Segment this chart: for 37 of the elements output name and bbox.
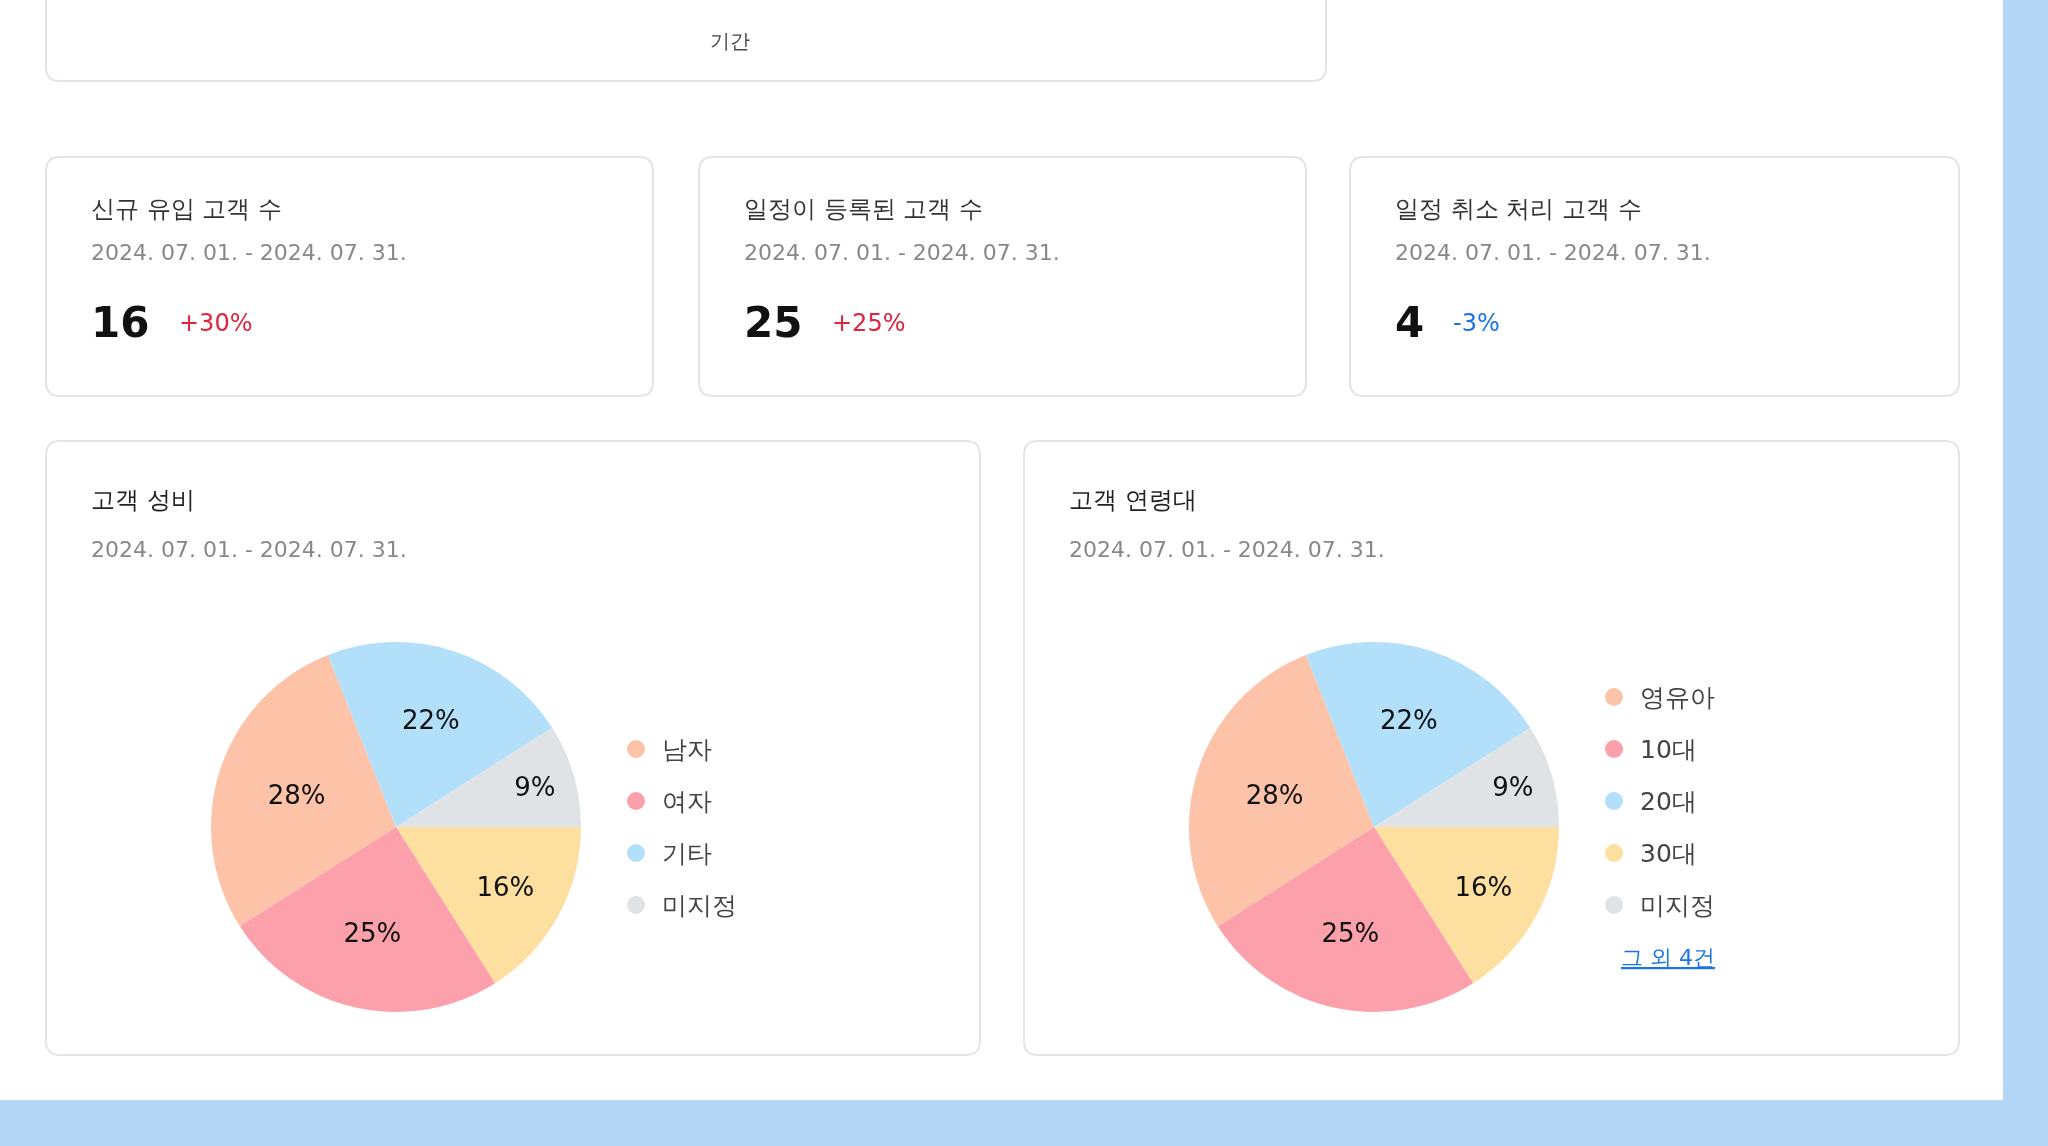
legend-label: 영유아: [1640, 683, 1715, 712]
text: 그 외 4건: [1621, 945, 1715, 970]
text: 2024. 07. 01. - 2024. 07. 31.: [1395, 240, 1711, 265]
legend-label: 여자: [662, 787, 712, 816]
data-label: 22%: [1380, 704, 1438, 735]
chart-subtitle: 2024. 07. 01. - 2024. 07. 31.: [91, 537, 407, 562]
data-label: 9%: [1492, 771, 1534, 802]
chart-title: 고객 연령대: [1069, 486, 1197, 514]
data-label: 25%: [1321, 917, 1380, 948]
legend-label: 미지정: [1640, 891, 1715, 920]
data-label: 16%: [1454, 872, 1513, 903]
text: 25: [744, 298, 803, 347]
chart-title: 고객 성비: [91, 486, 195, 514]
data-label: 9%: [514, 771, 556, 802]
legend-label: 기타: [662, 839, 712, 868]
data-label: 16%: [476, 872, 535, 903]
text: 신규 유입 고객 수: [91, 195, 282, 223]
data-label: 25%: [343, 917, 402, 948]
text: 2024. 07. 01. - 2024. 07. 31.: [744, 240, 1060, 265]
chart-subtitle: 2024. 07. 01. - 2024. 07. 31.: [1069, 537, 1385, 562]
text: -3%: [1453, 309, 1500, 337]
legend-label: 20대: [1640, 787, 1697, 816]
text: 일정이 등록된 고객 수: [744, 195, 983, 223]
data-label: 28%: [267, 779, 326, 810]
text: +25%: [832, 309, 906, 337]
legend-label: 남자: [662, 735, 712, 764]
text: 2024. 07. 01. - 2024. 07. 31.: [91, 240, 407, 265]
legend-label: 10대: [1640, 735, 1697, 764]
legend-label: 미지정: [662, 891, 737, 920]
text: 일정 취소 처리 고객 수: [1395, 195, 1642, 223]
text: +30%: [179, 309, 253, 337]
text: 기간: [710, 29, 750, 53]
text: 16: [91, 298, 150, 347]
data-label: 22%: [402, 704, 460, 735]
data-label: 28%: [1245, 779, 1304, 810]
legend-label: 30대: [1640, 839, 1697, 868]
text: 4: [1395, 298, 1425, 347]
